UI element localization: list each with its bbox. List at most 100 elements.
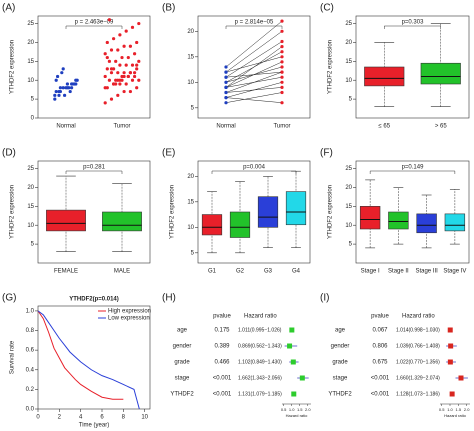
point — [112, 82, 116, 86]
p-value: 0.675 — [372, 360, 388, 366]
point — [137, 59, 141, 63]
point — [280, 90, 284, 95]
point — [63, 93, 67, 97]
p-value: 0.466 — [214, 360, 230, 366]
x-tick-label: Stage II — [388, 269, 409, 275]
y-tick-label: 10 — [27, 78, 34, 84]
point — [61, 67, 65, 71]
point — [72, 82, 76, 86]
hazard-point — [447, 327, 453, 333]
x-axis-label: Hazard ratio — [286, 413, 309, 418]
x-tick-label: > 65 — [435, 124, 448, 130]
pair-line — [225, 97, 283, 103]
hazard-ratio: 1.660(1.329−2.074) — [396, 375, 440, 381]
point — [112, 37, 116, 41]
row-label: YTHDF2 — [328, 392, 352, 398]
x-tick-label: 2.0 — [305, 407, 311, 412]
hazard-ratio: 1.039(0.766−1.408) — [396, 343, 440, 349]
x-tick-label: MALE — [114, 269, 130, 275]
x-tick-label: 0.5 — [439, 407, 445, 412]
x-tick-label: Stage III — [415, 269, 438, 275]
hazard-ratio: 1.131(1.079−1.185) — [238, 391, 282, 397]
point — [116, 71, 120, 75]
y-tick-label: 10 — [187, 225, 194, 231]
point — [103, 74, 107, 79]
point — [130, 63, 135, 67]
hazard-point — [287, 343, 293, 349]
row-label: grade — [332, 360, 348, 366]
point — [224, 70, 228, 74]
y-axis-label: YTHDF2 expression — [10, 185, 16, 239]
point — [122, 74, 126, 79]
point — [116, 93, 120, 97]
point — [103, 101, 107, 105]
point — [135, 40, 139, 45]
point — [280, 65, 284, 69]
plot-frame — [197, 160, 311, 264]
point — [280, 29, 284, 33]
row-label: gender — [173, 344, 192, 350]
box — [388, 211, 409, 230]
point — [54, 78, 58, 82]
x-tick-label: Tumor — [273, 124, 290, 130]
row-label: stage — [333, 376, 348, 382]
x-tick-label: Tumor — [113, 124, 130, 130]
row-label: YTHDF2 — [170, 392, 194, 398]
y-tick-label: 5 — [349, 97, 353, 103]
hazard-ratio: 0.869(0.562−1.343) — [238, 343, 282, 349]
point — [126, 55, 130, 60]
point — [118, 82, 122, 86]
row-label: age — [177, 328, 188, 334]
point — [65, 82, 69, 86]
y-tick-label: 5 — [31, 97, 35, 103]
pair-line — [225, 41, 283, 78]
point — [137, 21, 141, 26]
plot-frame — [197, 15, 311, 119]
y-tick-label: 15 — [345, 59, 352, 65]
column-header: pvalue — [371, 314, 389, 320]
box — [359, 206, 381, 230]
y-tick-label: 10 — [27, 223, 34, 229]
x-tick-label: 0.5 — [281, 407, 287, 412]
plot-frame — [355, 160, 470, 264]
p-value: <0.001 — [371, 376, 390, 382]
point — [103, 86, 107, 90]
hazard-point — [458, 375, 464, 381]
y-axis-label: YTHDF2 expression — [328, 185, 334, 239]
y-tick-label: 20 — [345, 40, 352, 46]
y-tick-label: 5 — [31, 242, 35, 248]
plot-frame — [37, 160, 151, 264]
pair-line — [225, 31, 283, 73]
panel-label: (C) — [320, 3, 334, 14]
pair-line — [225, 20, 283, 68]
point — [130, 25, 135, 29]
x-tick-label: 0 — [36, 415, 40, 421]
point — [126, 74, 130, 79]
p-value: p=0.149 — [402, 165, 425, 171]
hazard-ratio: 1.011(0.995−1.026) — [238, 327, 282, 333]
point — [122, 44, 126, 48]
point — [109, 71, 114, 75]
point — [114, 59, 118, 63]
y-tick-label: 15 — [27, 204, 34, 210]
point — [224, 65, 228, 69]
y-axis-label: YTHDF2 expression — [170, 185, 176, 239]
point — [67, 86, 71, 90]
p-value: p=0.303 — [402, 20, 425, 26]
panel-label: (A) — [2, 3, 15, 14]
legend-label: High expression — [108, 309, 151, 315]
panel-label: (H) — [162, 293, 176, 304]
point — [124, 29, 128, 33]
box — [46, 209, 86, 232]
y-tick-label: 25 — [27, 166, 34, 172]
point — [133, 74, 137, 79]
y-tick-label: 0 — [31, 116, 35, 122]
hazard-point — [291, 391, 297, 397]
point — [53, 93, 57, 97]
point — [128, 71, 132, 75]
point — [58, 89, 63, 94]
x-tick-label: G2 — [236, 269, 245, 275]
point — [135, 63, 139, 67]
p-value: <0.001 — [213, 392, 232, 398]
point — [224, 85, 228, 89]
